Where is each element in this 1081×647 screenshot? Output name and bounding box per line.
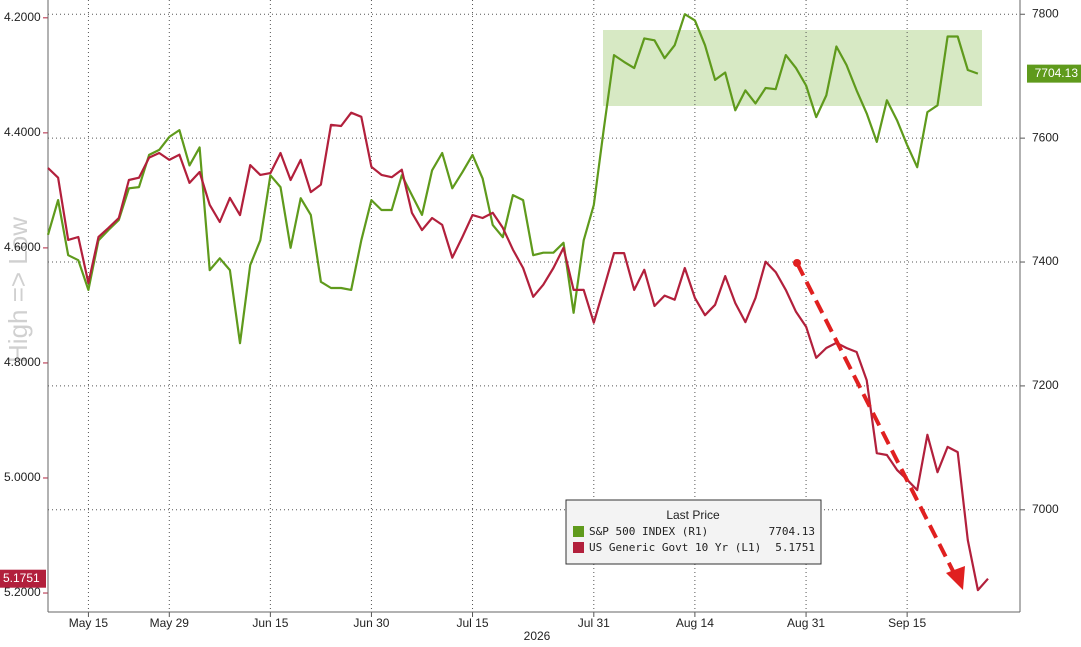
x-tick-label: Sep 15 [888, 616, 926, 630]
y2-tick-label: 7800 [1032, 6, 1059, 20]
x-tick-label: Aug 31 [787, 616, 825, 630]
x-tick-label: May 29 [150, 616, 190, 630]
x-tick-label: May 15 [69, 616, 109, 630]
y-tick-label: 5.0000 [4, 470, 41, 484]
y-tick-label: 4.8000 [4, 355, 41, 369]
x-tick-label: Jul 31 [578, 616, 610, 630]
y-axis-label: High => Low [3, 217, 33, 363]
legend-value: 7704.13 [769, 525, 815, 538]
x-tick-label: Jun 30 [353, 616, 389, 630]
series-line [46, 13, 979, 345]
legend-swatch [573, 526, 584, 537]
arrow-shaft [795, 262, 957, 576]
x-axis-label: 2026 [524, 629, 551, 643]
y-tick-label: 5.2000 [4, 585, 41, 599]
y2-tick-label: 7400 [1032, 254, 1059, 268]
x-tick-label: Aug 14 [676, 616, 714, 630]
last-value-tag [0, 569, 46, 588]
trend-arrow [793, 259, 965, 590]
legend-label: S&P 500 INDEX (R1) [589, 525, 708, 538]
y-tick-label: 4.4000 [4, 125, 41, 139]
last-value-label: 5.1751 [3, 571, 40, 585]
y2-tick-label: 7600 [1032, 130, 1059, 144]
x-tick-label: Jul 15 [457, 616, 489, 630]
legend-title: Last Price [666, 508, 720, 522]
legend-box [565, 499, 822, 565]
legend-label: US Generic Govt 10 Yr (L1) [589, 541, 761, 554]
y2-tick-label: 7000 [1032, 502, 1059, 516]
y-tick-label: 4.6000 [4, 240, 41, 254]
x-tick-label: Jun 15 [252, 616, 288, 630]
last-value-tag [1027, 64, 1081, 83]
y2-tick-label: 7200 [1032, 378, 1059, 392]
arrow-head [946, 566, 965, 590]
legend-swatch [573, 542, 584, 553]
y-tick-label: 4.2000 [4, 10, 41, 24]
highlight-box [603, 30, 982, 106]
legend-value: 5.1751 [775, 541, 815, 554]
series-line [47, 111, 989, 592]
plot-area: 7000 7200 7400 7600 7800 4.2000 4.4000 4.6000 4.… [4, 0, 1059, 630]
legend: Last Price S&P 500 INDEX (R1) 7704.13 US… [565, 499, 822, 565]
last-value-label: 7704.13 [1035, 66, 1079, 80]
